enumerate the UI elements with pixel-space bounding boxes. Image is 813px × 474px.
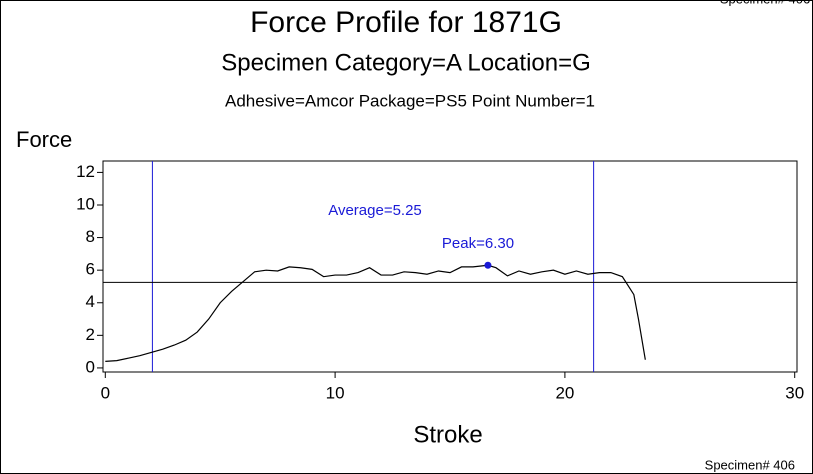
y-tick-label: 0 [86, 357, 95, 376]
y-tick-label: 10 [76, 194, 95, 213]
peak-annotation: Peak=6.30 [442, 235, 514, 252]
chart-subtitle: Specimen Category=A Location=G [221, 49, 591, 76]
peak-marker [484, 261, 492, 269]
y-tick-label: 8 [86, 227, 95, 246]
y-tick-label: 2 [86, 325, 95, 344]
plot-area [102, 160, 798, 373]
y-tick-label: 4 [86, 292, 95, 311]
x-tick-label: 10 [326, 383, 345, 402]
y-axis-label: Force [16, 127, 72, 152]
header-specimen: Specimen# 406 [720, 0, 810, 6]
chart-title: Force Profile for 1871G [250, 6, 562, 39]
footer: Specimen# 406 [705, 457, 795, 472]
x-axis-label: Stroke [413, 421, 482, 448]
average-annotation: Average=5.25 [328, 202, 422, 219]
x-tick-label: 0 [101, 383, 110, 402]
y-tick-label: 6 [86, 260, 95, 279]
x-tick-label: 20 [555, 383, 574, 402]
y-tick-label: 12 [76, 162, 95, 181]
force-curve [105, 264, 646, 363]
chart-subtitle2: Adhesive=Amcor Package=PS5 Point Number=… [225, 91, 595, 110]
x-tick-label: 30 [785, 383, 804, 402]
